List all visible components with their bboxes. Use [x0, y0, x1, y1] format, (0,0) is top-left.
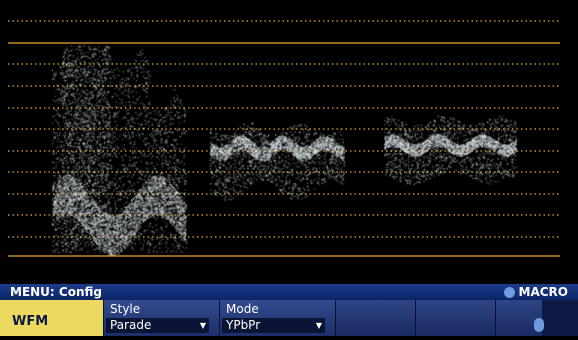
menu-bar: MENU: Config MACRO — [0, 284, 578, 300]
macro-button[interactable]: MACRO — [504, 284, 568, 300]
trace-pr-channel — [384, 116, 517, 185]
style-key[interactable]: Style Parade ▼ — [104, 300, 220, 336]
softkey-empty[interactable] — [336, 300, 416, 336]
macro-indicator-icon — [504, 287, 515, 298]
style-label: Style — [110, 302, 140, 316]
mode-value: YPbPr — [226, 318, 260, 332]
wfm-key[interactable]: WFM — [0, 300, 104, 336]
softkey-empty[interactable] — [496, 300, 542, 336]
waveform-graticule — [0, 0, 578, 284]
mode-label: Mode — [226, 302, 259, 316]
mode-select[interactable]: YPbPr ▼ — [222, 318, 325, 333]
trace-pb-channel — [210, 123, 345, 201]
menu-title: MENU: Config — [10, 284, 102, 300]
softkey-row: WFM Style Parade ▼ Mode YPbPr ▼ — [0, 300, 578, 336]
style-value: Parade — [110, 318, 151, 332]
mode-key[interactable]: Mode YPbPr ▼ — [220, 300, 336, 336]
knob-indicator-icon — [534, 318, 544, 332]
style-select[interactable]: Parade ▼ — [106, 318, 209, 333]
waveform-display — [0, 0, 578, 284]
dropdown-arrow-icon: ▼ — [200, 318, 206, 333]
softkey-empty[interactable] — [416, 300, 496, 336]
dropdown-arrow-icon: ▼ — [316, 318, 322, 333]
macro-label: MACRO — [519, 284, 568, 300]
